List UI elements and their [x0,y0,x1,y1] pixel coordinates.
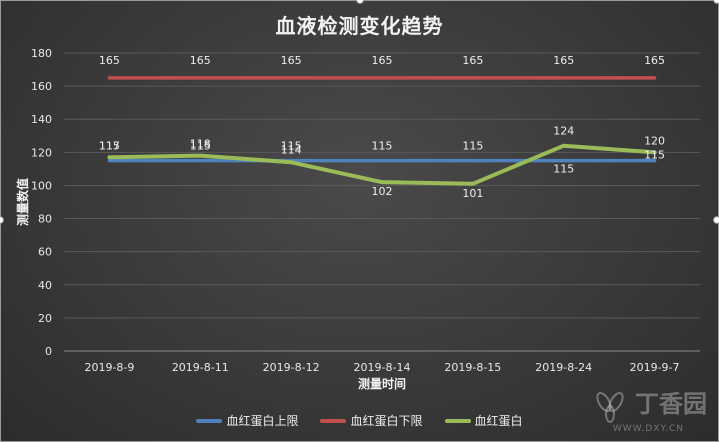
data-label: 165 [99,54,120,67]
data-label: 165 [190,54,211,67]
data-label: 115 [190,140,211,153]
y-tick-label: 100 [31,179,52,192]
y-tick-labels: 0 20 40 60 80 100 120 140 160 180 [31,47,52,358]
watermark-name: 丁香园 [635,389,707,418]
data-label: 115 [644,149,665,162]
y-tick-label: 60 [38,246,52,259]
data-label: 165 [644,54,665,67]
legend-swatch [320,418,347,423]
series-line [107,143,657,186]
x-tick-labels: 2019-8-9 2019-8-11 2019-8-12 2019-8-14 2019-… [84,361,679,374]
x-tick-label: 2019-8-9 [84,361,134,374]
y-tick-label: 0 [45,345,52,358]
legend-swatch [444,418,471,423]
flower-logo-icon [596,391,624,423]
data-label: 165 [462,54,483,67]
data-label: 117 [99,139,120,152]
y-tick-label: 20 [38,312,52,325]
legend-item: 血红蛋白上限 [196,412,298,429]
y-axis-title: 测量数值 [15,178,30,226]
data-label: 120 [644,134,665,147]
data-label: 165 [281,54,302,67]
x-tick-label: 2019-8-14 [354,361,411,374]
x-tick-label: 2019-8-11 [172,361,229,374]
x-axis-title: 测量时间 [358,376,406,391]
watermark: 丁香园 WWW.DXY.CN [590,384,707,434]
data-label: 101 [462,187,483,200]
x-tick-label: 2019-8-15 [444,361,501,374]
legend-label: 血红蛋白下限 [350,414,423,428]
series-lines [107,76,657,186]
data-labels: 115 115 115 115 115 115 115 165 165 165 165 165 165 1… [99,54,665,200]
data-label: 114 [281,143,302,156]
data-label: 115 [462,140,483,153]
resize-handle-right[interactable] [713,216,719,224]
resize-handle-top-right[interactable] [713,0,719,4]
data-label: 165 [372,54,393,67]
legend-item: 血红蛋白 [444,412,523,429]
grid-lines [64,52,700,352]
data-label: 124 [553,125,574,138]
legend-label: 血红蛋白上限 [226,414,299,428]
y-tick-label: 140 [31,113,52,126]
legend-label: 血红蛋白 [474,414,523,428]
x-tick-label: 2019-8-24 [535,361,592,374]
data-label: 165 [553,54,574,67]
data-label: 115 [281,140,302,153]
y-tick-label: 40 [38,279,52,292]
data-label: 115 [553,163,574,176]
y-tick-label: 80 [38,213,52,226]
watermark-url: WWW.DXY.CN [612,424,685,434]
legend: 血红蛋白上限 血红蛋白下限 血红蛋白 [0,412,719,429]
data-label: 115 [372,140,393,153]
y-tick-label: 180 [31,47,52,60]
y-tick-label: 160 [31,80,52,93]
legend-swatch [196,418,223,423]
legend-item: 血红蛋白下限 [320,412,423,429]
data-label: 115 [99,140,120,153]
data-label: 118 [190,138,211,151]
x-tick-label: 2019-9-7 [630,361,680,374]
chart-title: 血液检测变化趋势 [275,14,444,38]
x-tick-label: 2019-8-12 [263,361,320,374]
data-label: 102 [372,185,393,198]
y-tick-label: 120 [31,146,52,159]
